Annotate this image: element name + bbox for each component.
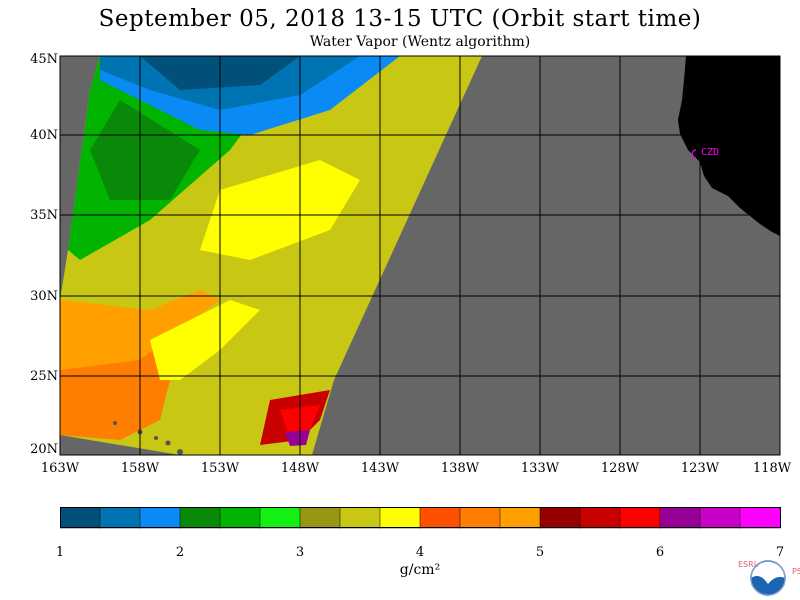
lat-label: 20N [30, 442, 58, 457]
island [113, 421, 117, 425]
colorbar-tick-label: 5 [535, 545, 545, 560]
colorbar [60, 507, 781, 529]
colorbar-swatch [419, 507, 461, 529]
colorbar-tick-label: 7 [775, 545, 785, 560]
colorbar-swatch [539, 507, 581, 529]
station-marker: CZD [691, 147, 719, 159]
lon-label: 153W [200, 461, 240, 476]
colorbar-tick-label: 4 [415, 545, 425, 560]
noaa-logo [750, 560, 786, 596]
lat-lon-grid [60, 56, 780, 455]
lat-label: 30N [30, 289, 58, 304]
colorbar-swatch [339, 507, 381, 529]
colorbar-swatch [499, 507, 541, 529]
colorbar-swatch [139, 507, 181, 529]
colorbar-swatch [699, 507, 741, 529]
lat-label: 45N [30, 52, 58, 67]
lat-label: 40N [30, 128, 58, 143]
colorbar-swatches [60, 507, 781, 529]
colorbar-tick-label: 2 [175, 545, 185, 560]
colorbar-swatch [579, 507, 621, 529]
lon-label: 118W [752, 461, 792, 476]
lon-label: 148W [280, 461, 320, 476]
island [165, 440, 171, 446]
lon-label: 123W [680, 461, 720, 476]
colorbar-tick-label: 6 [655, 545, 665, 560]
logo-right-text: PSD [792, 567, 800, 576]
lon-label: 133W [520, 461, 560, 476]
lon-label: 143W [360, 461, 400, 476]
colorbar-tick-label: 1 [55, 545, 65, 560]
lon-label: 158W [120, 461, 160, 476]
colorbar-swatch [219, 507, 261, 529]
map-frame [59, 55, 781, 456]
map-title: September 05, 2018 13-15 UTC (Orbit star… [98, 6, 702, 32]
colorbar-frame [60, 507, 781, 528]
colorbar-swatch [179, 507, 221, 529]
logo-left-text: ESRL [738, 560, 759, 569]
lon-label: 163W [40, 461, 80, 476]
lat-label: 35N [30, 208, 58, 223]
colorbar-swatch [659, 507, 701, 529]
colorbar-swatch [619, 507, 661, 529]
island [154, 436, 158, 440]
island [177, 449, 183, 455]
station-label: CZD [701, 147, 719, 158]
colorbar-swatch [739, 507, 781, 529]
map-subtitle: Water Vapor (Wentz algorithm) [309, 34, 531, 50]
lon-label: 138W [440, 461, 480, 476]
water-vapor-swath [60, 56, 482, 455]
lon-label: 128W [600, 461, 640, 476]
north-america-land [678, 56, 780, 236]
colorbar-swatch [60, 507, 101, 529]
colorbar-tick-label: 3 [295, 545, 305, 560]
colorbar-swatch [99, 507, 141, 529]
colorbar-swatch [459, 507, 501, 529]
lat-label: 25N [30, 369, 58, 384]
colorbar-swatch [259, 507, 301, 529]
colorbar-unit: g/cm² [399, 562, 441, 578]
station-icon [691, 149, 697, 159]
colorbar-swatch [379, 507, 421, 529]
water-vapor-map: CZD [59, 55, 781, 456]
colorbar-swatch [299, 507, 341, 529]
